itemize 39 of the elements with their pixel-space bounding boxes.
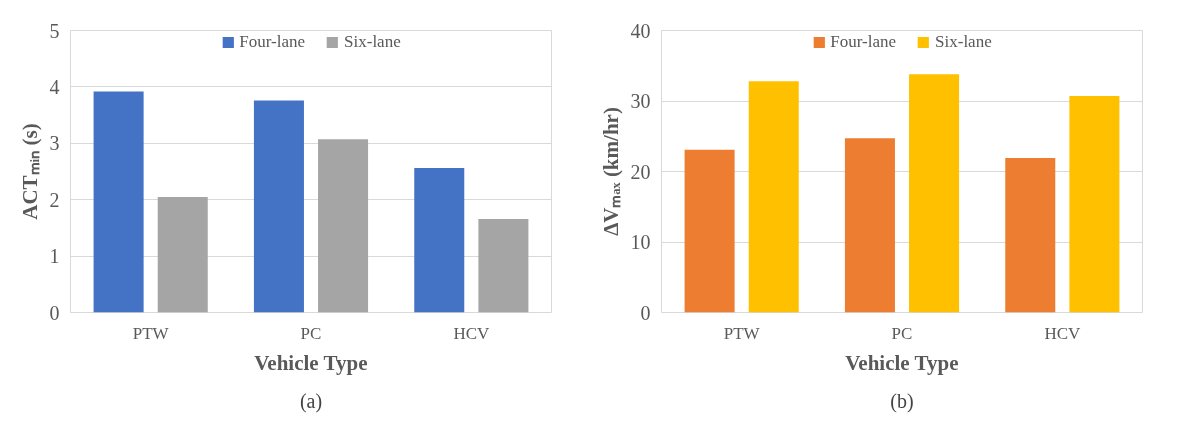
y-tick-label: 40 xyxy=(630,19,651,42)
x-axis-title: Vehicle Type xyxy=(845,350,959,375)
x-tick-label: PTW xyxy=(132,323,170,343)
bar xyxy=(414,168,465,313)
bar xyxy=(684,149,735,313)
bar xyxy=(909,74,960,313)
bar xyxy=(1005,158,1056,313)
y-tick-label: 0 xyxy=(640,301,651,324)
x-tick-label: PTW xyxy=(723,323,761,343)
y-tick-label: 4 xyxy=(49,75,60,98)
y-tick-label: 20 xyxy=(630,160,651,183)
y-tick-label: 30 xyxy=(630,90,651,112)
legend-label: Four-lane xyxy=(830,32,897,52)
legend-label: Six-lane xyxy=(344,32,401,52)
x-tick-label: PC xyxy=(300,323,322,343)
text: (a) xyxy=(299,389,323,413)
bar xyxy=(844,138,895,313)
y-axis-title: ACTₘᵢₙ (s) xyxy=(17,123,42,220)
y-tick-label: 10 xyxy=(630,231,651,253)
bar xyxy=(748,81,799,313)
bar xyxy=(478,218,529,313)
x-tick-label: HCV xyxy=(453,323,490,343)
bar xyxy=(1069,96,1120,313)
y-axis-title: ΔVₘₐₓ (km/hr) xyxy=(598,107,623,236)
x-tick-label: PC xyxy=(891,323,913,343)
x-tick-label: HCV xyxy=(1044,323,1081,343)
bar xyxy=(93,91,144,313)
y-tick-label: 3 xyxy=(49,132,60,155)
bar xyxy=(157,196,208,313)
y-tick-label: 1 xyxy=(49,245,60,268)
legend-label: Six-lane xyxy=(935,32,992,52)
x-axis-title: Vehicle Type xyxy=(254,350,368,375)
bar xyxy=(253,100,304,313)
y-tick-label: 5 xyxy=(49,19,60,42)
text: (b) xyxy=(890,389,914,413)
bar xyxy=(318,139,369,313)
y-tick-label: 0 xyxy=(49,301,60,324)
legend-label: Four-lane xyxy=(239,32,306,52)
y-tick-label: 2 xyxy=(49,188,60,211)
